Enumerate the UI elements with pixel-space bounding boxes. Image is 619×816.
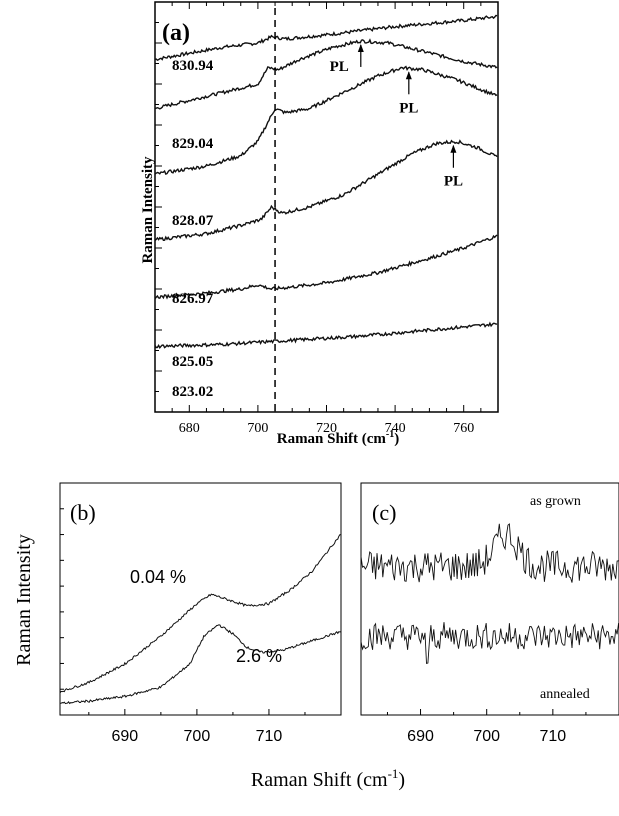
- x-tick-label: 720: [316, 421, 337, 436]
- pl-annotation: PL: [399, 100, 418, 116]
- shared-xlabel-main: Raman Shift (cm: [251, 769, 388, 791]
- series-label-825.05: 825.05: [172, 354, 213, 370]
- series-label-830.94: 830.94: [172, 58, 214, 74]
- panel-a-ticks: 680 700 720 740 760: [154, 2, 499, 436]
- pl-arrow-head: [405, 71, 412, 80]
- panel-c-ticks: 690 700 710: [386, 709, 619, 745]
- x-tick-label: 710: [539, 728, 566, 745]
- series-line-0.04 %: [59, 534, 342, 694]
- panel-a-ylabel: Raman Intensity: [140, 156, 156, 264]
- series-label-829.04: 829.04: [172, 136, 214, 152]
- panel-a-series: [154, 14, 498, 349]
- series-line-829.04: [154, 38, 498, 110]
- panel-a: 680 700 720 740 760 830.94 829.04 828.07 826.97…: [140, 1, 499, 447]
- panel-c-frame: [360, 482, 619, 716]
- x-tick-label: 680: [179, 421, 200, 436]
- x-tick-label: 700: [247, 421, 268, 436]
- panel-b-ylabel: Raman Intensity: [13, 534, 35, 666]
- pl-arrow-head: [357, 43, 364, 52]
- series-line-annealed: [360, 622, 619, 664]
- panel-c-series: [360, 523, 619, 664]
- series-line-as grown: [360, 523, 619, 583]
- series-label-annealed: annealed: [540, 687, 590, 702]
- panel-a-xlabel-main: Raman Shift (cm: [277, 431, 387, 447]
- x-tick-label: 690: [407, 728, 434, 745]
- x-tick-label: 710: [256, 728, 283, 745]
- panel-c: 690 700 710 (c) as grown annealed: [360, 482, 619, 745]
- series-line-828.07: [154, 65, 498, 176]
- panel-b-ticks: 690 700 710: [60, 508, 342, 745]
- panel-a-label: (a): [162, 20, 190, 46]
- shared-xlabel: Raman Shift (cm-1): [251, 766, 405, 791]
- series-label-2.6: 2.6 %: [236, 646, 282, 666]
- x-tick-label: 700: [184, 728, 211, 745]
- pl-annotation: PL: [330, 59, 349, 75]
- series-label-823.02: 823.02: [172, 384, 213, 400]
- series-line-825.05: [154, 234, 498, 300]
- series-label-as-grown: as grown: [530, 494, 581, 509]
- x-tick-label: 740: [385, 421, 406, 436]
- panel-b-label: (b): [70, 500, 96, 525]
- series-label-826.97: 826.97: [172, 291, 214, 307]
- pl-annotation: PL: [444, 174, 463, 190]
- panel-a-xlabel-sup: -1: [386, 429, 394, 440]
- panel-b-frame: [59, 482, 342, 716]
- panel-b: 690 700 710 (b) 0.04 % 2.6 % Raman Intensi…: [13, 482, 342, 745]
- series-line-830.94: [154, 14, 498, 62]
- x-tick-label: 690: [111, 728, 138, 745]
- shared-xlabel-sup: -1: [388, 766, 399, 781]
- series-label-0.04: 0.04 %: [130, 567, 186, 587]
- panel-a-annotations: PL PL PL: [330, 43, 463, 190]
- panel-a-xlabel-tail: ): [394, 431, 399, 447]
- shared-xlabel-tail: ): [398, 769, 405, 791]
- series-line-2.6 %: [60, 624, 342, 705]
- series-line-826.97: [154, 139, 498, 242]
- series-line-823.02: [154, 321, 498, 349]
- series-label-828.07: 828.07: [172, 213, 214, 229]
- panel-a-xlabel: Raman Shift (cm-1): [277, 429, 400, 447]
- pl-arrow-head: [450, 144, 457, 153]
- x-tick-label: 700: [473, 728, 500, 745]
- panel-c-label: (c): [372, 500, 396, 525]
- panel-a-series-labels: 830.94 829.04 828.07 826.97 825.05 823.02: [172, 58, 214, 400]
- x-tick-label: 760: [453, 421, 474, 436]
- panel-b-series: [59, 534, 342, 705]
